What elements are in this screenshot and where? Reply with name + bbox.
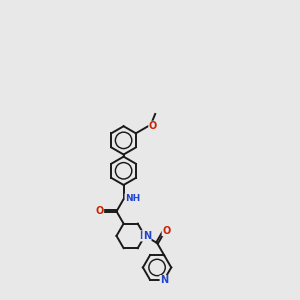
Text: N: N: [139, 231, 147, 241]
Text: O: O: [149, 121, 157, 131]
Text: NH: NH: [125, 194, 140, 203]
Text: O: O: [95, 206, 104, 216]
Text: N: N: [143, 231, 151, 241]
Text: O: O: [162, 226, 170, 236]
Text: N: N: [160, 275, 168, 285]
